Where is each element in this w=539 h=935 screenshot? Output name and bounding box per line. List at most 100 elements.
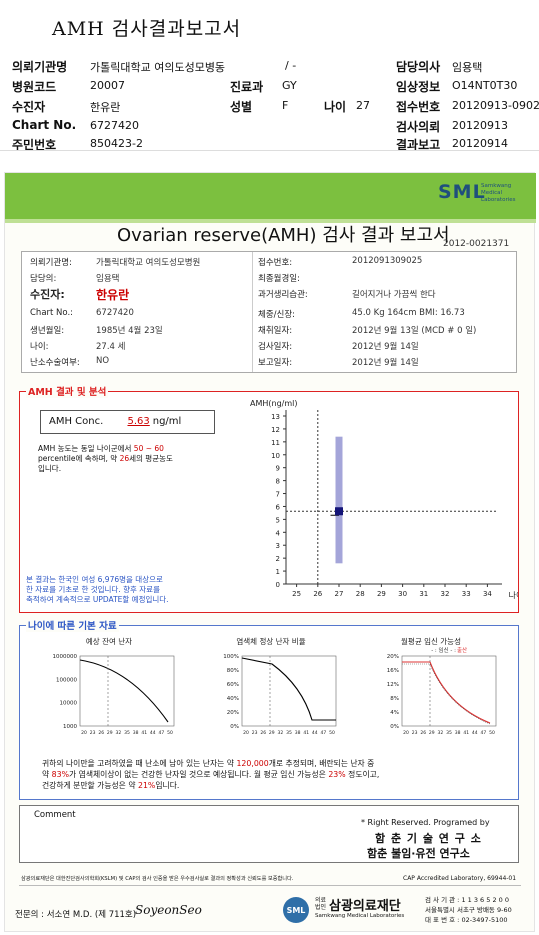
header-label: 진료과 — [230, 80, 264, 94]
header-bar — [5, 173, 536, 219]
header-label: 주민번호 — [12, 138, 57, 152]
x-tick-label: 23 — [412, 730, 418, 736]
y-tick-label: 5 — [276, 516, 280, 524]
mini-chart-title: 예상 잔여 난자 — [86, 636, 132, 646]
info-value: 6727420 — [96, 308, 134, 318]
mini-chart-title: 염색체 정상 난자 비율 — [236, 636, 305, 646]
info-value: 2012091309025 — [352, 256, 423, 266]
y-tick-label: 0% — [390, 724, 399, 730]
x-tick-label: 47 — [159, 730, 165, 736]
y-tick-label: 60% — [227, 682, 239, 688]
y-tick-label: 2 — [276, 555, 280, 563]
svg-text:SML: SML — [287, 906, 306, 915]
x-tick-label: 44 — [472, 730, 478, 736]
x-tick-label: 34 — [483, 590, 492, 598]
header-label: 의뢰기관명 — [12, 60, 68, 74]
info-label: 난소수술여부: — [30, 358, 80, 368]
y-tick-label: 12% — [387, 682, 399, 688]
header-label: 병원코드 — [12, 80, 57, 94]
y-tick-label: 80% — [227, 668, 239, 674]
amh-analysis-box: AMH 결과 및 분석 AMH Conc. 5.63 ng/ml AMH 농도는 … — [19, 384, 519, 613]
x-tick-label: 26 — [313, 590, 322, 598]
x-tick-label: 20 — [243, 730, 249, 736]
x-tick-label: 29 — [269, 730, 275, 736]
x-tick-label: 38 — [295, 730, 301, 736]
header-value: 20120914 — [452, 137, 508, 150]
org-name-en: Samkwang Medical Laboratories — [315, 913, 405, 919]
x-tick-label: 26 — [260, 730, 266, 736]
org-logo-icon: SML — [283, 897, 309, 923]
research-institute-2: 함춘 불임·유전 연구소 — [367, 847, 470, 860]
y-tick-label: 13 — [271, 413, 280, 421]
header-label: 임상정보 — [396, 80, 441, 94]
x-tick-label: 23 — [252, 730, 258, 736]
plot-frame — [241, 655, 337, 727]
normal-egg-ratio-chart: 염색체 정상 난자 비율 100% 80% 60% 40% 20% 0% 20 23 26 29 32… — [223, 636, 337, 736]
info-label: 수진자: — [30, 288, 65, 301]
age-range-bar — [335, 436, 343, 564]
y-tick-label: 10000 — [60, 701, 78, 707]
y-tick-label: 6 — [276, 503, 281, 511]
page-title: AMH 검사결과보고서 — [52, 18, 242, 40]
y-tick-label: 1000000 — [53, 654, 78, 660]
comment-box: Comment — [19, 805, 519, 863]
y-tick-label: 4% — [390, 710, 399, 716]
x-tick-label: 47 — [321, 730, 327, 736]
y-tick-label: 8% — [390, 696, 399, 702]
y-tick-label: 20% — [227, 710, 239, 716]
info-label: 생년월일: — [30, 326, 65, 336]
mini-chart-title: 월평균 임신 가능성 — [401, 636, 461, 646]
y-tick-label: 3 — [276, 542, 280, 550]
y-tick-label: 10 — [271, 452, 280, 460]
info-value: NO — [96, 356, 110, 366]
x-tick-label: 27 — [335, 590, 344, 598]
y-tick-label: 4 — [276, 529, 281, 537]
header-value: GY — [282, 79, 297, 92]
info-value: 2012년 9월 14일 — [352, 342, 419, 352]
header-bar-accent — [5, 219, 536, 223]
info-value: 2012년 9월 13일 (MCD # 0 일) — [352, 326, 477, 336]
section-title-basic: 나이에 따른 기본 자료 — [26, 618, 119, 632]
x-tick-label: 26 — [420, 730, 426, 736]
header-value: 20007 — [90, 79, 125, 92]
comment-label: Comment — [34, 810, 76, 820]
patient-point — [335, 507, 343, 516]
info-label: 나이: — [30, 342, 49, 352]
certification-note: 삼광의료재단은 대한진단검사의학회(KSLM) 및 CAP의 검사 인증을 받은… — [21, 876, 294, 882]
header-value: F — [282, 99, 289, 112]
org-name: 삼광의료재단 — [329, 899, 401, 914]
amh-concentration-box: AMH Conc. 5.63 ng/ml — [40, 410, 215, 434]
header-value: 27 — [356, 99, 370, 112]
info-label: 검사일자: — [258, 342, 293, 352]
amh-description: AMH 농도는 동일 나이군에서 50 ~ 60 percentile에 속하며… — [38, 444, 173, 473]
x-tick-label: 35 — [286, 730, 292, 736]
x-tick-label: 35 — [446, 730, 452, 736]
x-tick-label: 41 — [303, 730, 309, 736]
x-tick-label: 32 — [441, 590, 450, 598]
x-tick-label: 33 — [462, 590, 471, 598]
x-tick-label: 23 — [90, 730, 96, 736]
org-contact: 검 사 기 관 : 1 1 3 6 5 2 0 0 서울특별시 서초구 방배동 9… — [425, 896, 512, 924]
info-label: 최종월경일: — [258, 274, 300, 284]
header-label: 결과보고 — [396, 138, 441, 152]
info-value: 27.4 세 — [96, 342, 126, 352]
amh-label: AMH Conc. — [49, 416, 104, 427]
info-label: 접수번호: — [258, 258, 293, 268]
curve — [402, 661, 491, 724]
y-tick-label: 7 — [276, 491, 280, 499]
research-institute: 함 춘 기 술 연 구 소 — [375, 832, 482, 845]
header-value: 20120913 — [452, 119, 508, 132]
header-value: 가톨릭대학교 여의도성모병동 — [90, 61, 226, 74]
header-label: 검사의뢰 — [396, 120, 441, 134]
y-tick-label: 100% — [223, 654, 239, 660]
info-value: 임용택 — [96, 274, 120, 284]
info-label: Chart No.: — [30, 308, 74, 318]
programmed-by: * Right Reserved. Programed by — [361, 818, 490, 827]
basic-summary: 귀하의 나이만을 고려하였을 때 난소에 남아 있는 난자는 약 120,000… — [42, 759, 380, 790]
plot-frame — [401, 655, 497, 727]
header-value: 한유란 — [90, 101, 121, 114]
info-value: 2012년 9월 14일 — [352, 358, 419, 368]
y-tick-label: 16% — [387, 668, 399, 674]
x-tick-label: 50 — [167, 730, 173, 736]
amh-unit: ng/ml — [152, 416, 182, 427]
